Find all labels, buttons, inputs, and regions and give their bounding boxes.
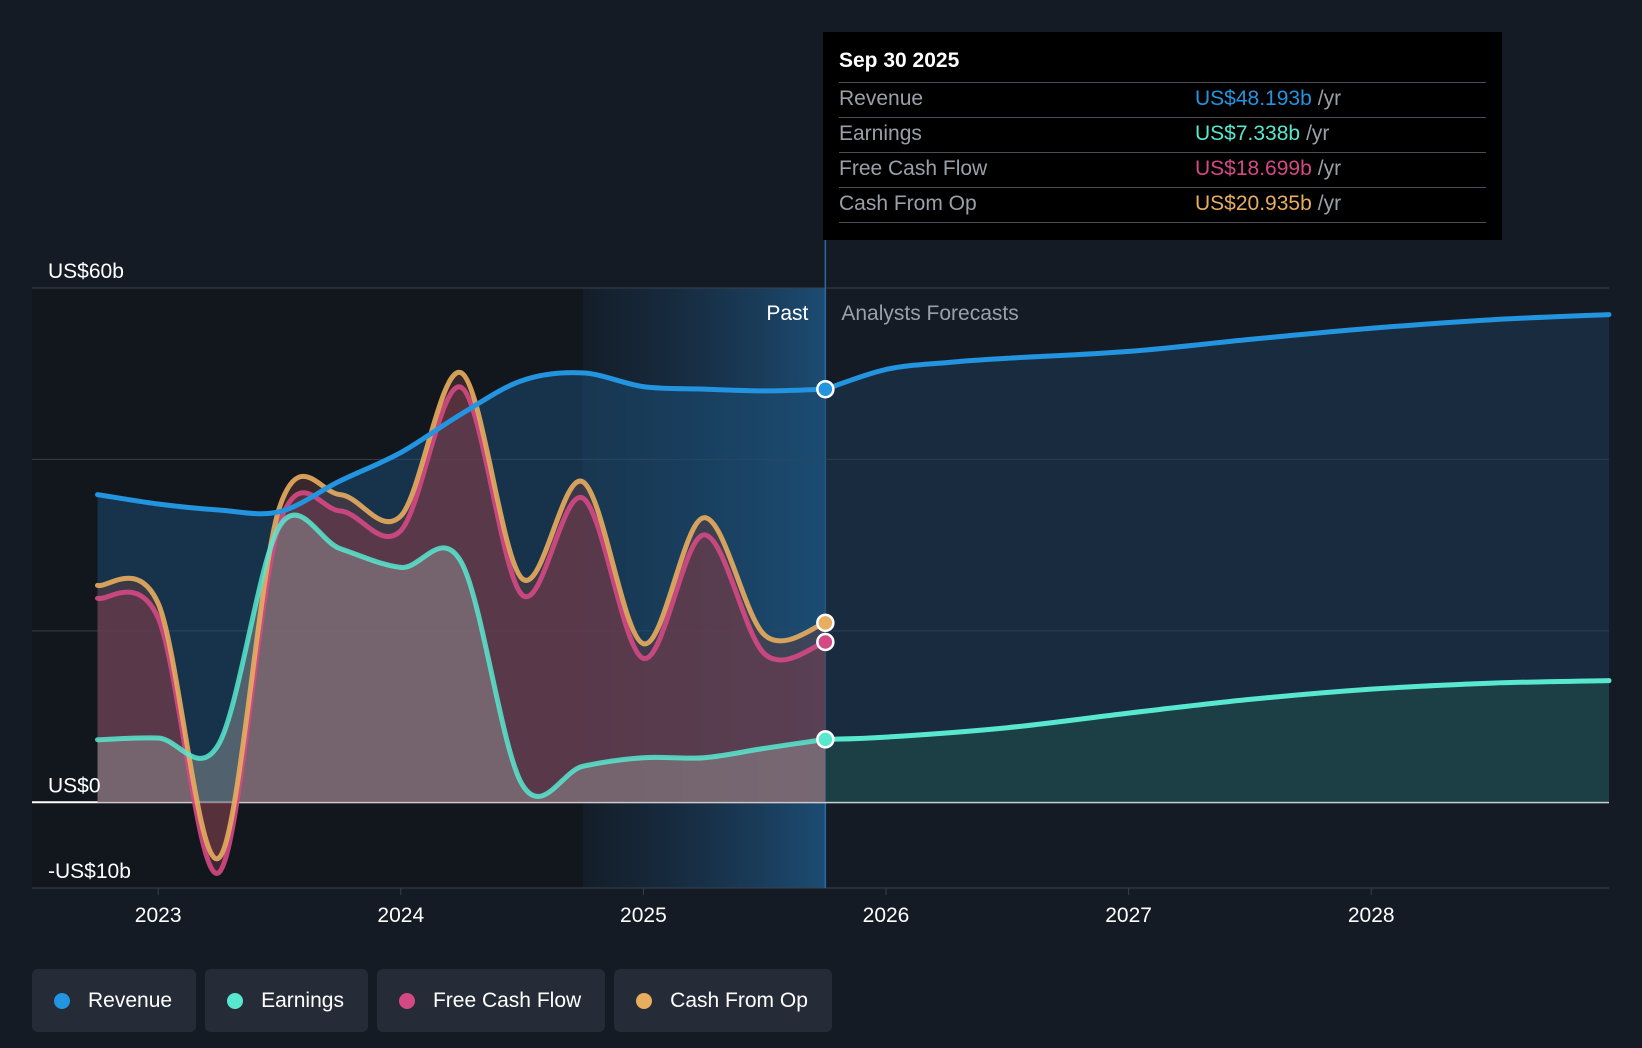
- cash-from-op-area: [97, 372, 826, 859]
- y-tick-label: US$0: [48, 774, 101, 797]
- tooltip-row-earnings: Earnings US$7.338b /yr: [839, 117, 1486, 152]
- past-label: Past: [766, 302, 808, 325]
- tooltip-value: US$20.935b: [1195, 192, 1312, 215]
- tooltip-unit: /yr: [1317, 192, 1342, 215]
- earnings-marker: [816, 730, 835, 749]
- legend-label: Earnings: [261, 988, 344, 1012]
- legend-item-revenue[interactable]: Revenue: [32, 969, 197, 1032]
- earnings-forecast-area: [825, 680, 1609, 803]
- revenue-marker: [816, 379, 835, 399]
- y-tick-label: -US$10b: [48, 860, 131, 883]
- tooltip-label: Earnings: [839, 122, 922, 145]
- legend: Revenue Earnings Free Cash Flow Cash Fro…: [32, 969, 832, 1032]
- cash-from-op-marker: [816, 613, 835, 633]
- cash-from-op-line: [95, 370, 828, 862]
- free-cash-flow-area: [97, 386, 826, 874]
- earnings-past-area: [97, 515, 826, 803]
- tooltip-unit: /yr: [1317, 87, 1342, 110]
- legend-item-earnings[interactable]: Earnings: [205, 969, 368, 1032]
- x-tick-label: 2025: [620, 904, 667, 927]
- legend-label: Free Cash Flow: [432, 988, 582, 1012]
- legend-item-cash-from-op[interactable]: Cash From Op: [614, 969, 832, 1032]
- earnings-past-line: [95, 512, 828, 799]
- tooltip-row-free-cash-flow: Free Cash Flow US$18.699b /yr: [839, 152, 1486, 187]
- y-tick-label: US$60b: [48, 260, 124, 283]
- x-tick-label: 2028: [1348, 904, 1395, 927]
- legend-dot-icon: [636, 992, 653, 1009]
- tooltip-row-cash-from-op: Cash From Op US$20.935b /yr: [839, 187, 1486, 223]
- x-tick-label: 2026: [863, 904, 910, 927]
- free-cash-flow-marker: [816, 632, 835, 652]
- tooltip-label: Free Cash Flow: [839, 157, 988, 180]
- legend-dot-icon: [227, 992, 244, 1009]
- tooltip-value: US$18.699b: [1195, 157, 1312, 180]
- x-tick-label: 2023: [135, 904, 182, 927]
- tooltip-value: US$7.338b: [1195, 122, 1301, 145]
- earnings-forecast-line: [822, 678, 1612, 742]
- legend-dot-icon: [398, 992, 415, 1009]
- tooltip-date: Sep 30 2025: [839, 49, 960, 72]
- tooltip-label: Revenue: [839, 87, 924, 110]
- tooltip-unit: /yr: [1306, 122, 1330, 145]
- x-tick-label: 2024: [377, 904, 424, 927]
- free-cash-flow-line: [95, 384, 828, 876]
- legend-label: Revenue: [88, 988, 173, 1012]
- tooltip-value: US$48.193b: [1195, 87, 1312, 110]
- tooltip-unit: /yr: [1317, 157, 1342, 180]
- revenue-forecast-area: [825, 314, 1609, 803]
- revenue-past-line: [95, 370, 828, 517]
- legend-label: Cash From Op: [670, 988, 808, 1012]
- tooltip-label: Cash From Op: [839, 192, 977, 215]
- forecast-label: Analysts Forecasts: [841, 302, 1018, 325]
- revenue-past-area: [97, 372, 826, 803]
- tooltip: Sep 30 2025 Revenue US$48.193b /yr Earni…: [823, 32, 1502, 240]
- revenue-forecast-line: [822, 312, 1612, 392]
- tooltip-row-revenue: Revenue US$48.193b /yr: [839, 82, 1486, 117]
- x-tick-label: 2027: [1105, 904, 1152, 927]
- legend-item-free-cash-flow[interactable]: Free Cash Flow: [376, 969, 606, 1032]
- legend-dot-icon: [54, 992, 70, 1009]
